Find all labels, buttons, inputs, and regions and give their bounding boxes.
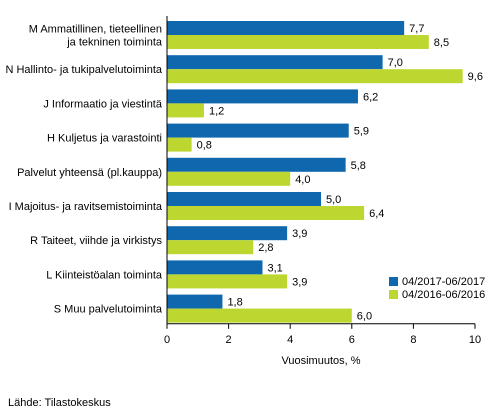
- value-label-series1-3: 5,9: [354, 126, 369, 138]
- bar-series1-7: [167, 260, 263, 275]
- x-tick-label-2: 4: [287, 334, 293, 346]
- value-label-series2-6: 2,8: [258, 242, 273, 254]
- x-ticks-group: 0 2 4 6 8 10: [164, 323, 481, 346]
- category-label-5-line-0: I Majoitus- ja ravitsemistoiminta: [9, 201, 163, 213]
- bar-series1-3: [167, 123, 349, 138]
- x-axis-title: Vuosimuutos, %: [281, 355, 360, 367]
- value-label-series1-7: 3,1: [267, 262, 282, 274]
- bar-series2-8: [167, 308, 352, 323]
- legend-label-1: 04/2017-06/2017: [402, 276, 485, 288]
- value-label-series1-6: 3,9: [292, 228, 307, 240]
- value-label-series2-0: 8,5: [434, 37, 449, 49]
- category-label-8-line-0: S Muu palvelutoiminta: [54, 304, 163, 316]
- value-label-series2-7: 3,9: [292, 276, 307, 288]
- value-label-series1-1: 7,0: [388, 57, 403, 69]
- value-label-series2-3: 0,8: [197, 140, 212, 152]
- value-labels-group: 7,7 8,5 7,0 9,6 6,2 1,2 5,9 0,8 5,8 4,0 5,0 6,4 3,9 2…: [197, 23, 483, 323]
- bar-series1-6: [167, 226, 288, 241]
- value-label-series2-8: 6,0: [357, 311, 372, 323]
- bar-series2-3: [167, 137, 192, 152]
- category-label-2-line-0: J Informaatio ja viestintä: [43, 98, 162, 110]
- value-label-series2-5: 6,4: [369, 208, 384, 220]
- bar-series2-0: [167, 35, 429, 49]
- category-label-7-line-0: L Kiinteistöalan toiminta: [46, 269, 163, 281]
- category-label-1-line-0: N Hallinto- ja tukipalvelutoiminta: [5, 64, 162, 76]
- value-label-series2-1: 9,6: [468, 71, 483, 83]
- legend-swatch-2: [389, 290, 398, 299]
- x-tick-label-5: 10: [469, 334, 481, 346]
- bar-series2-1: [167, 69, 463, 84]
- bar-series1-1: [167, 55, 383, 70]
- category-label-0-line-0: M Ammatillinen, tieteellinen: [29, 24, 162, 36]
- x-tick-label-4: 8: [410, 334, 416, 346]
- category-label-4-line-0: Palvelut yhteensä (pl.kauppa): [17, 167, 162, 179]
- value-label-series1-5: 5,0: [326, 194, 341, 206]
- bar-series1-8: [167, 294, 223, 309]
- legend-swatch-1: [389, 277, 398, 286]
- bar-series1-2: [167, 89, 358, 104]
- bar-series2-2: [167, 103, 204, 118]
- x-tick-label-1: 2: [226, 334, 232, 346]
- value-label-series1-4: 5,8: [351, 160, 366, 172]
- bar-series2-7: [167, 274, 288, 289]
- x-tick-label-0: 0: [164, 334, 170, 346]
- bar-series2-6: [167, 240, 254, 255]
- value-label-series1-8: 1,8: [227, 297, 242, 309]
- bar-series1-5: [167, 192, 321, 206]
- category-label-3-line-0: H Kuljetus ja varastointi: [47, 133, 162, 145]
- bar-series2-4: [167, 171, 291, 186]
- category-label-0-line-1: ja tekninen toiminta: [66, 37, 163, 49]
- bar-series2-5: [167, 206, 365, 220]
- value-label-series2-4: 4,0: [295, 174, 310, 186]
- x-tick-label-3: 6: [349, 334, 355, 346]
- category-label-6-line-0: R Taiteet, viihde ja virkistys: [30, 235, 162, 247]
- bars-group: [167, 21, 463, 323]
- value-label-series1-0: 7,7: [409, 23, 424, 35]
- value-label-series1-2: 6,2: [363, 91, 378, 103]
- bar-series1-0: [167, 21, 405, 35]
- legend-label-2: 04/2016-06/2016: [402, 289, 485, 301]
- source-note: Lähde: Tilastokeskus: [8, 397, 111, 409]
- bar-series1-4: [167, 157, 346, 172]
- value-label-series2-2: 1,2: [209, 105, 224, 117]
